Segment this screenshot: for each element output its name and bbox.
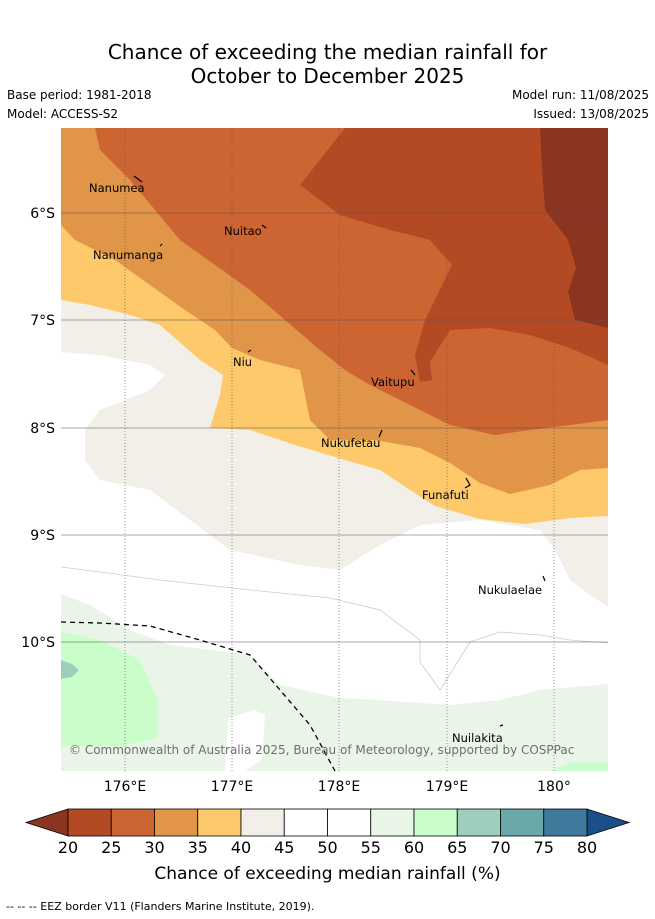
colorbar-tick-label: 45: [274, 838, 294, 857]
colorbar-tick-label: 20: [58, 838, 78, 857]
colorbar-segment: [500, 808, 545, 837]
map-title: Chance of exceeding the median rainfall …: [0, 40, 655, 88]
copyright-notice: © Commonwealth of Australia 2025, Bureau…: [69, 743, 574, 757]
island-markers: [133, 175, 546, 727]
colorbar-tick-label: 35: [188, 838, 208, 857]
contour-below-20: [540, 128, 608, 328]
lon-tick: 177°E: [211, 779, 254, 795]
place-niu: Niu: [233, 355, 252, 369]
model-run: Model run: 11/08/2025: [511, 88, 649, 102]
colorbar-segment: [370, 808, 415, 837]
place-nukufetau: Nukufetau: [321, 436, 380, 450]
place-nuitao: Nuitao: [224, 224, 262, 238]
lat-tick: 7°S: [30, 313, 55, 329]
colorbar-extend-low: [24, 808, 69, 837]
title-line-2: October to December 2025: [190, 64, 465, 88]
contour-60-65-west: [61, 632, 158, 746]
colorbar-tick-label: 40: [231, 838, 251, 857]
colorbar-tick-label: 30: [144, 838, 164, 857]
contour-20-25: [300, 128, 608, 382]
colorbar-segment: [543, 808, 588, 837]
colorbar-segment: [240, 808, 285, 837]
colorbar-segment: [413, 808, 458, 837]
colorbar-segment: [327, 808, 372, 837]
eez-border: [60, 621, 336, 772]
colorbar-tick-label: 55: [361, 838, 381, 857]
colorbar-tick-label: 60: [404, 838, 424, 857]
colorbar-segment: [110, 808, 155, 837]
colorbar-segment: [197, 808, 242, 837]
place-vaitupu: Vaitupu: [371, 375, 415, 389]
contour-white-south: [225, 710, 265, 771]
colorbar-segment: [67, 808, 112, 837]
contour-55-60: [61, 594, 608, 771]
colorbar-tick-label: 75: [534, 838, 554, 857]
contour-line-55: [61, 566, 608, 691]
place-funafuti: Funafuti: [422, 488, 469, 502]
base-period: Base period: 1981-2018: [7, 88, 152, 102]
lat-tick: 6°S: [30, 206, 55, 222]
colorbar-tick-label: 80: [577, 838, 597, 857]
lat-tick: 9°S: [30, 528, 55, 544]
lon-tick: 178°E: [318, 779, 361, 795]
longitude-ticks: 176°E 177°E 178°E 179°E 180°: [104, 779, 571, 795]
latitude-ticks: 6°S 7°S 8°S 9°S 10°S: [21, 206, 55, 651]
title-line-1: Chance of exceeding the median rainfall …: [107, 40, 548, 64]
lon-tick: 176°E: [104, 779, 147, 795]
contour-60-65-south: [550, 762, 608, 771]
model-name: Model: ACCESS-S2: [7, 107, 119, 121]
colorbar: 20 25 30 35 40 45 50 55 60 65 70 75 80: [24, 808, 631, 857]
contour-65-70: [61, 660, 79, 679]
colorbar-tick-label: 70: [490, 838, 510, 857]
colorbar-segment: [456, 808, 501, 837]
colorbar-tick-label: 25: [101, 838, 121, 857]
place-nanumanga: Nanumanga: [93, 248, 163, 262]
place-labels: Nanumea Nuitao Nanumanga Niu Vaitupu Nuk…: [89, 181, 542, 745]
lat-tick: 8°S: [30, 421, 55, 437]
colorbar-extend-high: [586, 808, 631, 837]
colorbar-tick-label: 50: [317, 838, 337, 857]
probability-contours: [61, 128, 608, 771]
colorbar-tick-label: 65: [447, 838, 467, 857]
lon-tick: 180°: [537, 779, 571, 795]
place-nuilakita: Nuilakita: [452, 731, 503, 745]
graticule: [61, 128, 608, 771]
eez-legend: -- -- -- EEZ border V11 (Flanders Marine…: [6, 900, 315, 913]
colorbar-segment: [154, 808, 199, 837]
lat-tick: 10°S: [21, 635, 55, 651]
place-nanumea: Nanumea: [89, 181, 145, 195]
lon-tick: 179°E: [426, 779, 469, 795]
place-nukulaelae: Nukulaelae: [478, 583, 542, 597]
issued-date: Issued: 13/08/2025: [533, 107, 649, 121]
colorbar-label: Chance of exceeding median rainfall (%): [154, 864, 501, 884]
colorbar-segment: [283, 808, 328, 837]
